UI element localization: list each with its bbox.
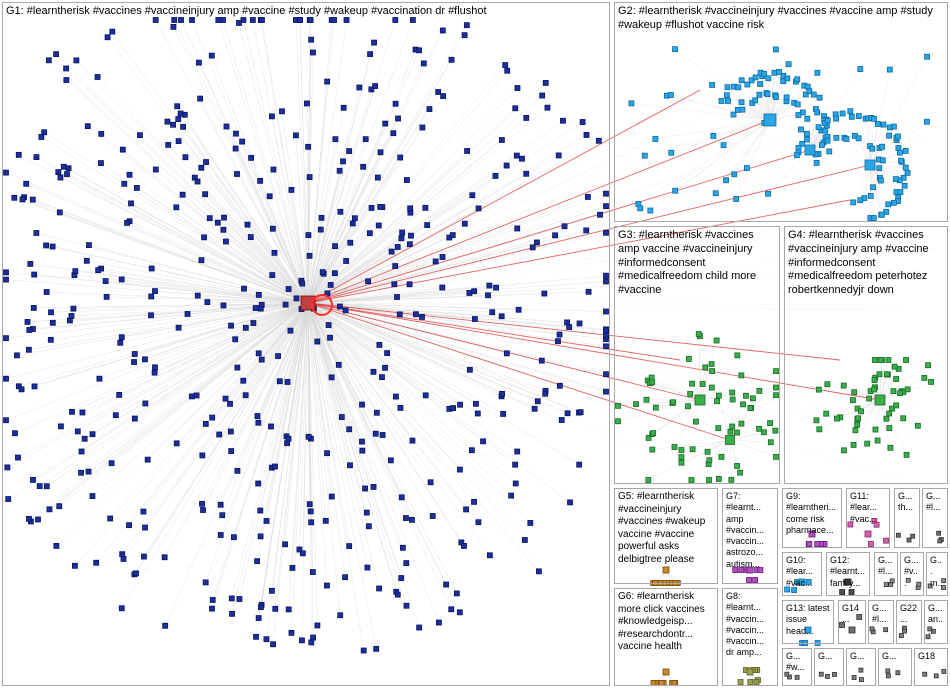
group-panel-misc-0: G... th... [894, 488, 920, 548]
group-label-misc-1: G... #l... [926, 491, 944, 514]
group-label-g4: G4: #learntherisk #vaccines #vaccineinju… [788, 229, 944, 298]
group-label-g3: G3: #learntherisk #vaccines amp vaccine … [618, 229, 776, 298]
group-label-g13: G13: latest issue head... [786, 603, 830, 637]
group-panel-g10: G10: #lear... #vac... [782, 552, 822, 596]
group-panel-misc-4: G... m... [926, 552, 948, 596]
group-panel-g9: G9: #learntheri... come risk pharmace... [782, 488, 842, 548]
group-label-g12: G12: #learnt... family... [830, 555, 866, 589]
group-panel-misc-10: G... [846, 648, 876, 686]
group-panel-misc-5: G... #l... [868, 600, 894, 644]
network-graph-stage: G1: #learntherisk #vaccines #vaccineinju… [0, 0, 950, 688]
group-panel-g7: G7: #learnt... amp #vaccin... #vaccin...… [722, 488, 778, 584]
group-panel-misc-1: G... #l... [922, 488, 948, 548]
group-label-misc-4: G... m... [930, 555, 944, 596]
group-panel-g5: G5: #learntherisk #vaccineinjury #vaccin… [614, 488, 718, 584]
group-label-misc-9: G... [818, 651, 840, 662]
group-panel-g14: G14 ... [838, 600, 866, 644]
group-label-misc-10: G... [850, 651, 872, 662]
group-label-g10: G10: #lear... #vac... [786, 555, 818, 589]
group-panel-misc-9: G... [814, 648, 844, 686]
group-label-g8: G8: #learnt... #vaccin... #vaccin... #va… [726, 591, 774, 659]
group-panel-g13: G13: latest issue head... [782, 600, 834, 644]
group-label-misc-0: G... th... [898, 491, 916, 514]
group-label-misc-6: G... #w... [786, 651, 808, 674]
group-panel-misc-8: G... an... [924, 600, 948, 644]
group-panel-misc-7: G22 ... [896, 600, 922, 644]
group-panel-g8: G8: #learnt... #vaccin... #vaccin... #va… [722, 588, 778, 686]
group-label-misc-11: G... [882, 651, 908, 662]
group-panel-g12: G12: #learnt... family... [826, 552, 870, 596]
group-label-g7: G7: #learnt... amp #vaccin... #vaccin...… [726, 491, 774, 570]
group-label-g6: G6: #learntherisk more click vaccines #k… [618, 591, 714, 654]
group-label-g2: G2: #learntherisk #vaccineinjury #vaccin… [618, 5, 944, 33]
group-label-misc-7: G22 ... [900, 603, 918, 626]
group-panel-g6: G6: #learntherisk more click vaccines #k… [614, 588, 718, 686]
group-label-g9: G9: #learntheri... come risk pharmace... [786, 491, 838, 536]
group-panel-g4: G4: #learntherisk #vaccines #vaccineinju… [784, 226, 948, 484]
group-label-g14: G14 ... [842, 603, 862, 626]
group-label-misc-3: G... #v... [904, 555, 920, 589]
group-label-misc-5: G... #l... [872, 603, 890, 626]
group-label-misc-2: G... #l... [878, 555, 894, 578]
group-panel-g11: G11: #lear... #vac... [846, 488, 890, 548]
group-panel-g2: G2: #learntherisk #vaccineinjury #vaccin… [614, 2, 948, 222]
group-label-misc-12: G18 [918, 651, 944, 662]
group-label-g11: G11: #lear... #vac... [850, 491, 886, 525]
group-panel-misc-3: G... #v... [900, 552, 924, 596]
group-label-g5: G5: #learntherisk #vaccineinjury #vaccin… [618, 491, 714, 566]
group-panel-g3: G3: #learntherisk #vaccines amp vaccine … [614, 226, 780, 484]
group-panel-g1: G1: #learntherisk #vaccines #vaccineinju… [2, 2, 610, 686]
group-panel-misc-2: G... #l... [874, 552, 898, 596]
group-panel-misc-12: G18 [914, 648, 948, 686]
group-label-g1: G1: #learntherisk #vaccines #vaccineinju… [6, 5, 606, 19]
group-panel-misc-6: G... #w... [782, 648, 812, 686]
group-panel-misc-11: G... [878, 648, 912, 686]
group-label-misc-8: G... an... [928, 603, 944, 637]
